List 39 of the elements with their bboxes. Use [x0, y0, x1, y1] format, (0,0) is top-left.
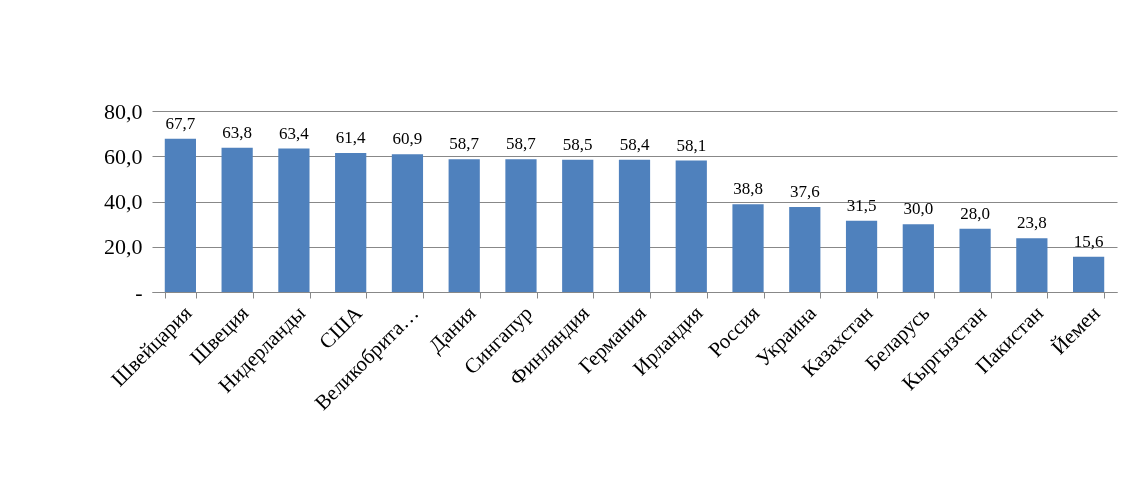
bar [562, 159, 594, 292]
bar [278, 148, 310, 292]
data-label: 58,4 [619, 134, 650, 154]
bar [732, 204, 764, 292]
data-label: 30,0 [903, 199, 934, 219]
data-label: 60,9 [392, 129, 423, 149]
bar [1073, 256, 1105, 292]
bar [845, 220, 878, 292]
bar [675, 160, 707, 292]
y-tick-label: 20,0 [104, 234, 143, 260]
data-label: 61,4 [335, 128, 367, 148]
bar [618, 159, 651, 292]
bar [902, 224, 934, 292]
bar [221, 147, 253, 292]
bar [391, 154, 424, 292]
bar [335, 153, 367, 292]
y-tick-label: - [135, 279, 143, 305]
data-label: 37,6 [789, 181, 820, 201]
data-label: 31,5 [846, 195, 877, 215]
data-label: 58,5 [562, 134, 593, 154]
data-label: 58,7 [506, 134, 537, 154]
bar [1016, 238, 1048, 292]
data-label: 67,7 [165, 113, 196, 133]
bar [505, 159, 537, 292]
y-tick-label: 40,0 [104, 189, 143, 214]
data-label: 28,0 [960, 203, 990, 223]
data-label: 15,6 [1073, 231, 1104, 251]
bar [448, 159, 480, 292]
bar [789, 206, 821, 292]
bar [959, 228, 991, 292]
bar [164, 138, 196, 292]
data-label: 38,8 [733, 179, 763, 199]
y-tick-label: 60,0 [104, 143, 143, 169]
data-label: 23,8 [1016, 213, 1047, 233]
y-tick-label: 80,0 [104, 98, 143, 124]
data-label: 58,1 [676, 135, 707, 155]
data-label: 63,8 [222, 122, 253, 142]
data-label: 63,4 [279, 123, 310, 143]
data-label: 58,7 [449, 134, 480, 154]
